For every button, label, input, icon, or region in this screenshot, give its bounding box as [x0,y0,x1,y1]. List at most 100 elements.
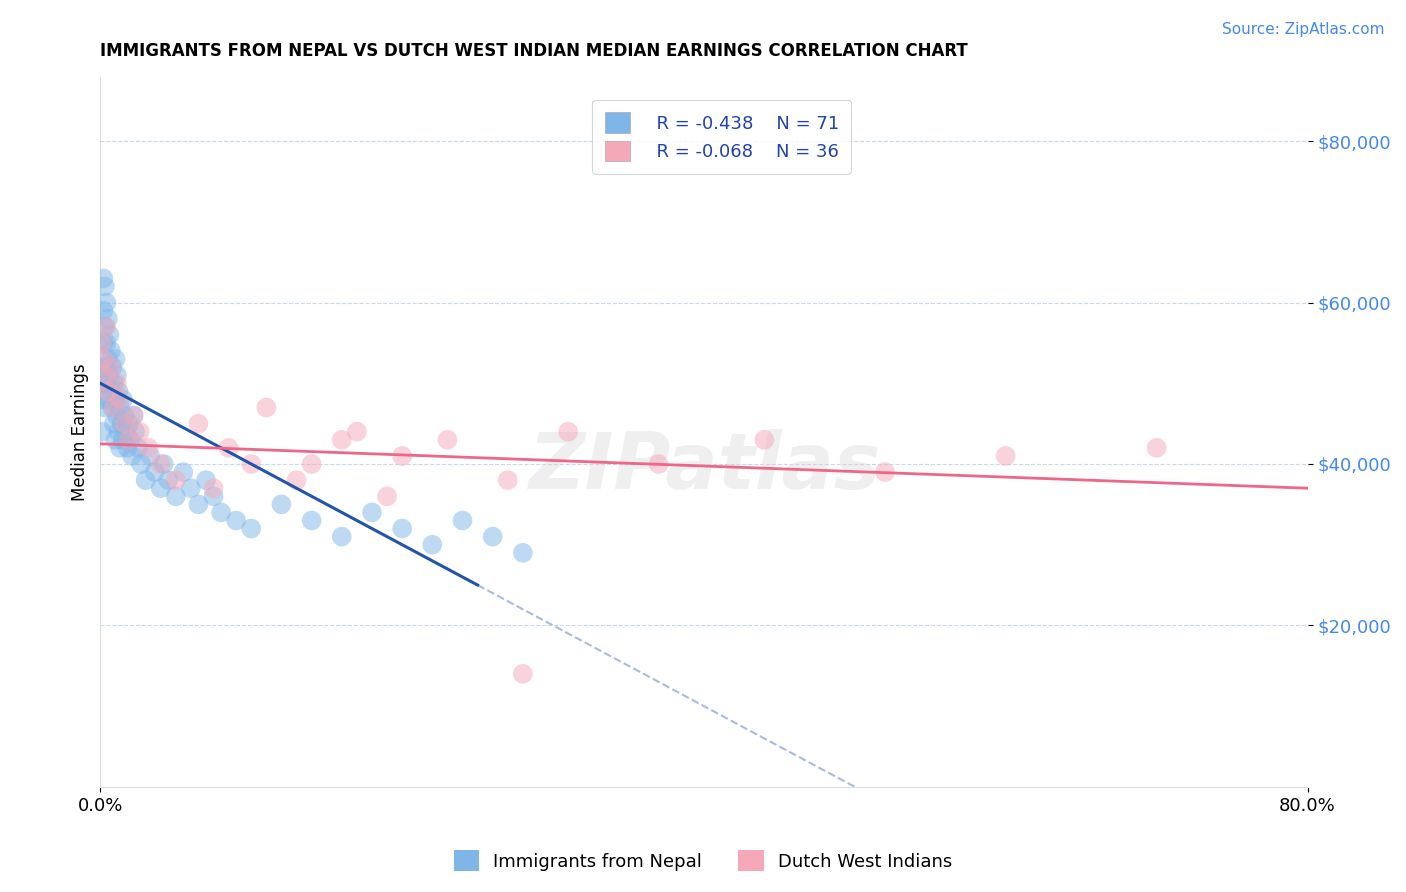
Point [100,344,122,359]
Point [285,473,308,487]
Point [187,497,209,511]
Point [240,522,263,536]
Point [218,441,240,455]
Legend:   R = -0.438    N = 71,   R = -0.068    N = 36: R = -0.438 N = 71, R = -0.068 N = 36 [592,100,852,174]
Point [301,514,323,528]
Point [121,449,143,463]
Point [94,401,117,415]
Point [103,401,125,415]
Point [114,417,136,431]
Point [195,473,218,487]
Point [98,327,121,342]
Text: ZIPatlas: ZIPatlas [527,429,880,505]
Point [90,425,112,439]
Point [225,514,247,528]
Point [105,376,128,391]
Point [157,473,180,487]
Point [93,303,115,318]
Point [96,319,118,334]
Point [496,473,519,487]
Point [108,401,131,415]
Point [187,417,209,431]
Point [101,360,124,375]
Point [149,481,172,495]
Point [122,409,145,423]
Point [111,392,134,407]
Point [172,465,194,479]
Point [104,392,127,407]
Point [1146,441,1168,455]
Point [108,441,131,455]
Point [118,433,141,447]
Point [165,473,187,487]
Point [301,457,323,471]
Point [124,425,146,439]
Point [202,489,225,503]
Point [557,425,579,439]
Point [100,384,122,399]
Point [93,271,115,285]
Point [105,368,128,383]
Point [90,392,112,407]
Point [98,368,121,383]
Point [104,352,127,367]
Point [209,505,232,519]
Point [152,457,174,471]
Point [254,401,277,415]
Point [101,401,124,415]
Point [115,425,138,439]
Point [93,352,115,367]
Point [128,425,150,439]
Point [120,433,142,447]
Point [165,489,187,503]
Point [94,319,117,334]
Point [117,441,139,455]
Point [94,368,117,383]
Point [114,409,136,423]
Point [754,433,776,447]
Point [96,335,118,350]
Point [104,433,127,447]
Point [361,505,384,519]
Point [97,352,120,367]
Point [149,457,172,471]
Point [100,360,122,375]
Point [90,335,112,350]
Point [135,473,157,487]
Point [103,376,125,391]
Point [873,465,896,479]
Point [122,409,145,423]
Point [97,384,120,399]
Point [330,433,353,447]
Point [129,457,152,471]
Point [139,449,162,463]
Point [90,360,112,375]
Point [110,417,132,431]
Point [127,441,149,455]
Point [375,489,398,503]
Point [180,481,202,495]
Point [93,335,115,350]
Point [108,392,131,407]
Point [94,360,117,375]
Point [107,384,129,399]
Point [96,295,118,310]
Point [420,538,443,552]
Point [97,392,120,407]
Point [436,433,458,447]
Point [346,425,368,439]
Text: Source: ZipAtlas.com: Source: ZipAtlas.com [1222,22,1385,37]
Point [93,376,115,391]
Point [96,376,118,391]
Point [118,417,141,431]
Point [111,433,134,447]
Point [202,481,225,495]
Point [103,417,125,431]
Text: IMMIGRANTS FROM NEPAL VS DUTCH WEST INDIAN MEDIAN EARNINGS CORRELATION CHART: IMMIGRANTS FROM NEPAL VS DUTCH WEST INDI… [100,42,969,60]
Point [391,522,413,536]
Point [97,311,120,326]
Point [270,497,292,511]
Point [481,530,503,544]
Point [512,546,534,560]
Point [330,530,353,544]
